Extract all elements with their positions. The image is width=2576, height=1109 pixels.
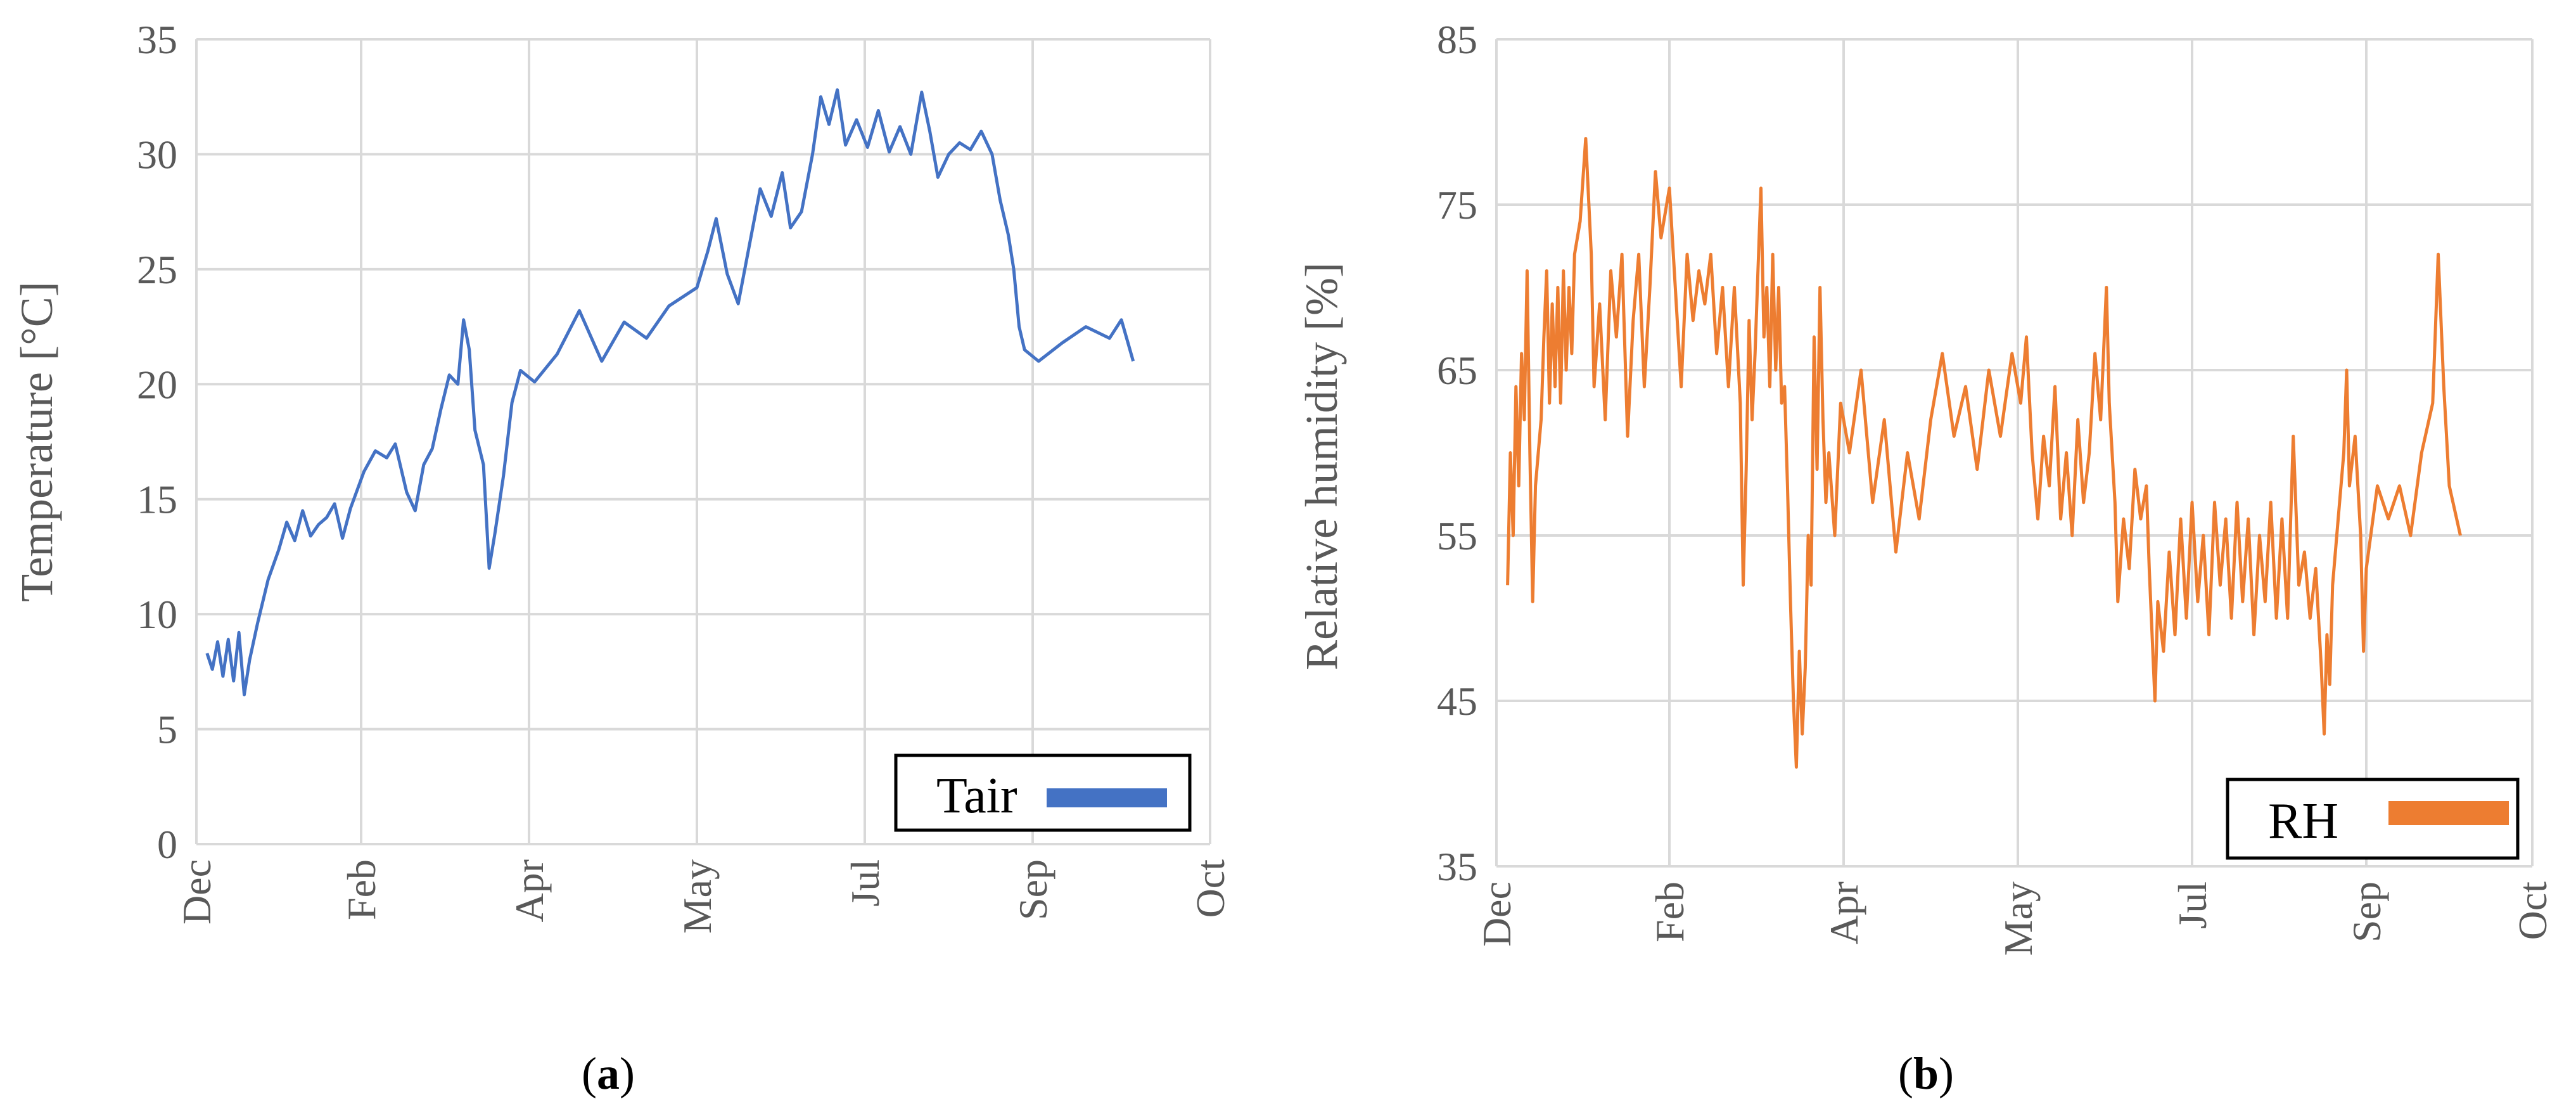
panel-b-series <box>1506 137 2462 769</box>
panel-b-caption: (b) <box>1898 1048 1954 1099</box>
panel-b-legend: RH <box>2226 778 2520 860</box>
panel-a-x-tick-label: Apr <box>507 859 552 923</box>
panel-b-x-tick-label: Oct <box>2510 881 2555 940</box>
panel-b-x-tick-label: Jul <box>2170 881 2215 929</box>
panel-a-chart: 0 5 10 15 20 25 30 35 Dec Feb Apr May Jul Sep Oct Tem… <box>11 17 1233 1099</box>
panel-a-y-tick-label: 10 <box>137 592 177 637</box>
panel-a-legend-swatch <box>1047 788 1167 807</box>
panel-b-y-tick-labels: 35 45 55 65 75 85 <box>1437 17 1477 889</box>
panel-b-x-tick-label: Sep <box>2344 881 2389 942</box>
panel-a-series-line-tair <box>205 88 1135 696</box>
panel-a-x-tick-label: Dec <box>174 859 219 925</box>
panel-b-y-tick-label: 85 <box>1437 17 1477 62</box>
panel-a-legend: Tair <box>894 753 1192 832</box>
panel-b-x-tick-label: Feb <box>1647 881 1692 942</box>
panel-a-plot-area <box>196 39 1210 844</box>
panel-b-x-tick-label: Dec <box>1474 881 1519 947</box>
panel-a-y-tick-label: 15 <box>137 477 177 522</box>
panel-a-y-tick-label: 5 <box>157 707 177 752</box>
panel-b-y-tick-label: 45 <box>1437 679 1477 724</box>
panel-a-x-tick-label: Feb <box>339 859 384 920</box>
panel-a-x-tick-label: Oct <box>1188 859 1233 918</box>
panel-a-series <box>205 88 1135 696</box>
panel-b-chart: 35 45 55 65 75 85 Dec Feb Apr May Jul Sep Oct Relat… <box>1296 17 2555 1099</box>
panel-b-y-tick-label: 35 <box>1437 844 1477 889</box>
panel-a-y-tick-labels: 0 5 10 15 20 25 30 35 <box>137 17 177 867</box>
panel-a-y-tick-label: 25 <box>137 247 177 292</box>
panel-a-y-tick-label: 30 <box>137 132 177 177</box>
panel-a-y-tick-label: 20 <box>137 362 177 407</box>
panel-b-y-axis-title: Relative humidity [%] <box>1296 262 1347 670</box>
panel-b-legend-label: RH <box>2268 793 2338 849</box>
panel-a-y-tick-label: 0 <box>157 822 177 867</box>
panel-a-x-tick-labels: Dec Feb Apr May Jul Sep Oct <box>174 859 1233 934</box>
panel-a-x-tick-label: Sep <box>1011 859 1055 920</box>
panel-b-x-tick-label: May <box>1996 881 2041 956</box>
panel-b-x-tick-labels: Dec Feb Apr May Jul Sep Oct <box>1474 881 2555 956</box>
panel-a-legend-label: Tair <box>936 768 1017 824</box>
panel-a-y-tick-label: 35 <box>137 17 177 62</box>
panel-b-y-tick-label: 55 <box>1437 513 1477 558</box>
panel-b-y-tick-label: 75 <box>1437 183 1477 228</box>
panel-b-x-tick-label: Apr <box>1821 881 1866 945</box>
panel-b-legend-swatch <box>2388 801 2509 825</box>
panel-a-caption: (a) <box>582 1048 635 1099</box>
panel-b-plot-area <box>1496 39 2532 866</box>
panel-a-x-tick-label: May <box>675 859 720 933</box>
panel-a-y-axis-title: Temperature [°C] <box>11 281 62 602</box>
panel-b-y-tick-label: 65 <box>1437 348 1477 393</box>
panel-a-x-tick-label: Jul <box>843 859 888 907</box>
panel-b-series-line-rh <box>1506 137 2462 769</box>
